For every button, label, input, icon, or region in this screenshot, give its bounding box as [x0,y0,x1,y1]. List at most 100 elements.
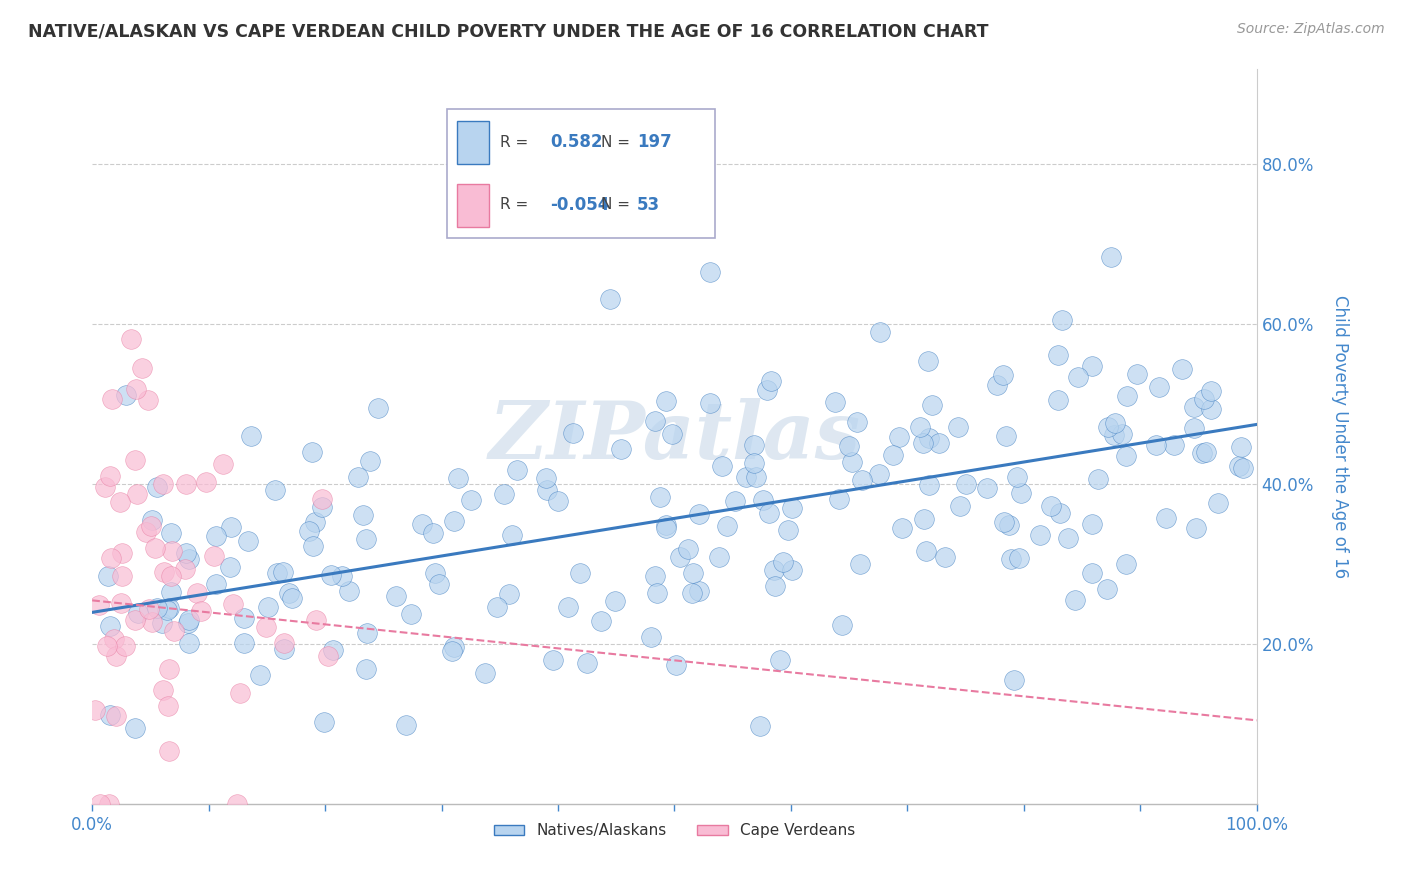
Point [1081,359,1104,374]
Point [772,555,794,569]
Point [1002,673,1025,687]
Point [682,566,704,580]
Point [1087,472,1109,486]
Text: 197: 197 [637,133,672,151]
Point [845,415,868,429]
Point [100,708,122,723]
Point [993,515,1015,529]
Point [425,566,447,581]
Point [534,471,557,485]
Point [911,436,934,450]
Point [145,480,167,494]
Point [1081,566,1104,580]
Point [103,632,125,647]
Point [194,475,217,490]
Point [110,494,132,508]
Point [751,493,773,508]
Point [101,392,124,406]
Point [104,709,127,723]
Point [271,565,294,579]
Point [141,615,163,630]
Point [160,585,183,599]
Point [868,467,890,482]
Point [562,425,585,440]
Point [311,492,333,507]
Point [1046,392,1069,407]
Point [890,521,912,535]
Point [724,494,747,508]
Point [887,430,910,444]
Point [665,657,688,672]
Point [395,718,418,732]
Text: 53: 53 [637,195,661,214]
Point [176,476,198,491]
Point [219,520,242,534]
Point [443,514,465,528]
Point [277,585,299,599]
Point [1000,552,1022,566]
Point [991,368,1014,383]
Point [354,532,377,546]
Point [949,500,972,514]
Point [89,797,111,812]
Point [498,586,520,600]
Point [411,516,433,531]
Point [157,662,180,676]
Point [640,630,662,644]
Point [780,563,803,577]
Point [912,512,935,526]
Point [100,550,122,565]
Point [644,568,666,582]
Point [98,469,121,483]
Point [190,604,212,618]
Point [177,613,200,627]
Point [238,534,260,549]
Point [492,486,515,500]
Point [131,360,153,375]
Point [1010,486,1032,500]
Point [986,377,1008,392]
Point [1115,558,1137,572]
Point [124,613,146,627]
Point [359,453,381,467]
Point [1007,470,1029,484]
Point [298,524,321,539]
Point [98,797,121,812]
Point [1232,461,1254,475]
Point [319,568,342,582]
Point [543,653,565,667]
Point [174,562,197,576]
Point [780,501,803,516]
Point [824,395,846,409]
Point [157,744,180,758]
Point [100,619,122,633]
Point [710,459,733,474]
Point [474,666,496,681]
Point [1050,313,1073,327]
Point [655,517,678,532]
Point [160,543,183,558]
Point [776,523,799,537]
Point [125,487,148,501]
Point [301,445,323,459]
Point [233,636,256,650]
Point [955,477,977,491]
Point [232,610,254,624]
Point [204,529,226,543]
Point [1199,384,1222,398]
Point [202,549,225,563]
Point [156,603,179,617]
Point [1099,250,1122,264]
Point [222,597,245,611]
Point [160,525,183,540]
Point [591,614,613,628]
Point [576,656,599,670]
Point [1171,362,1194,376]
Point [758,507,780,521]
Point [460,493,482,508]
Point [655,521,678,535]
Point [1126,368,1149,382]
Point [761,374,783,388]
Point [311,500,333,515]
Point [485,600,508,615]
